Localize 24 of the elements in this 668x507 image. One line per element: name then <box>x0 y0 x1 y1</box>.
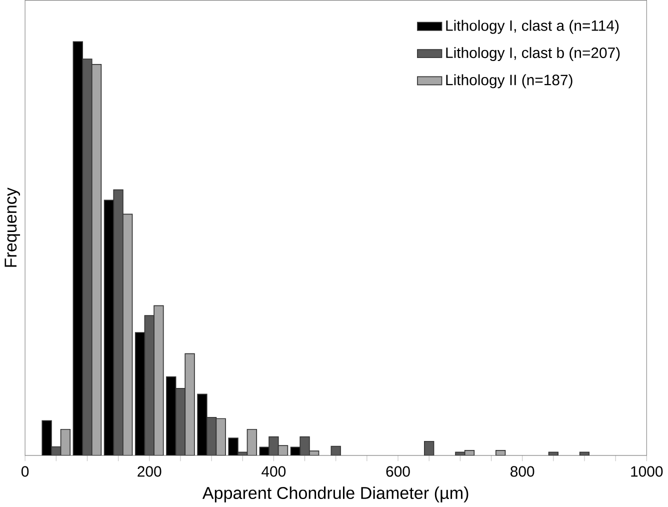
legend-label: Lithology II (n=187) <box>446 74 572 88</box>
x-axis-title: Apparent Chondrule Diameter (µm) <box>202 486 468 502</box>
bar <box>184 353 195 456</box>
legend-label: Lithology I, clast a (n=114) <box>446 20 619 34</box>
bar <box>166 376 176 456</box>
bar <box>134 332 146 456</box>
bar <box>113 189 124 456</box>
x-tick-label: 200 <box>138 466 162 477</box>
x-tick-label: 1000 <box>631 466 663 477</box>
x-tick-label: 600 <box>386 466 410 477</box>
x-tick-label: 0 <box>21 466 29 477</box>
x-tick-label: 400 <box>262 466 286 477</box>
bar <box>154 305 164 456</box>
bar <box>122 214 133 456</box>
y-axis-title: Frequency <box>4 188 20 267</box>
bar <box>197 394 208 456</box>
bar <box>91 64 102 456</box>
bar <box>82 58 92 456</box>
bar <box>144 315 154 456</box>
x-tick-label: 800 <box>510 466 534 477</box>
legend-label: Lithology I, clast b (n=207) <box>446 47 620 61</box>
bar <box>175 388 186 456</box>
bar <box>72 41 83 456</box>
bar <box>104 200 114 456</box>
